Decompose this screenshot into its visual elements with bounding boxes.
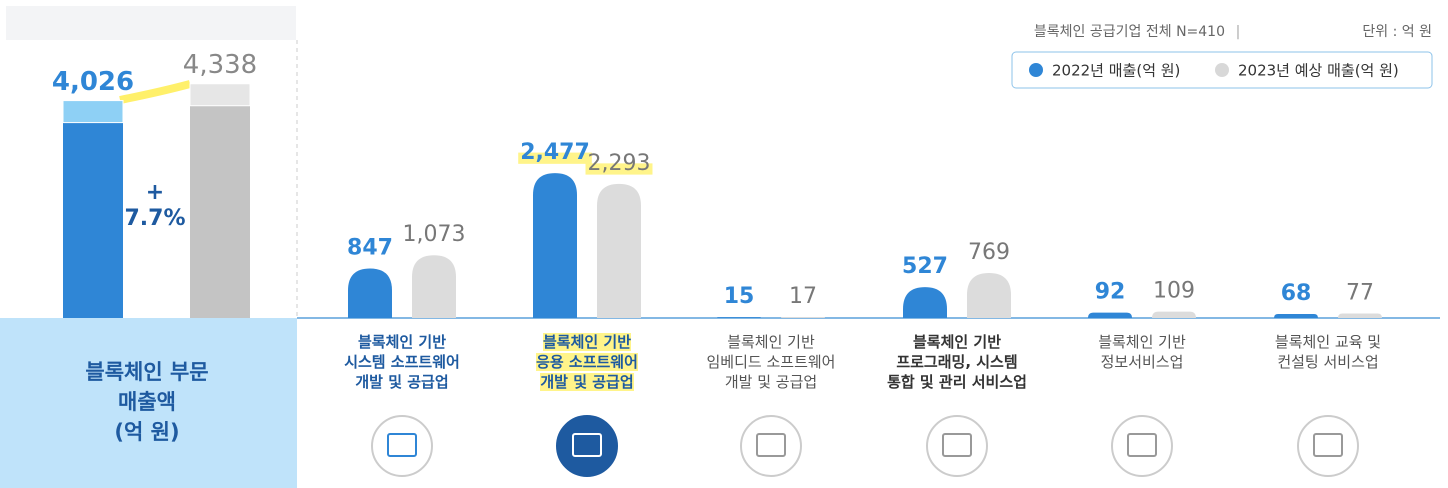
separator: | — [1236, 24, 1241, 40]
panel-top — [6, 6, 296, 40]
category-icon — [1111, 415, 1173, 477]
category-label-text: 블록체인 기반 프로그래밍, 시스템 통합 및 관리 서비스업 — [887, 333, 1027, 391]
category-label-text: 블록체인 기반 정보서비스업 — [1098, 333, 1186, 371]
category-label: 블록체인 기반 응용 소프트웨어 개발 및 공급업 — [492, 332, 682, 392]
bar — [1274, 314, 1318, 318]
legend-swatch — [1029, 63, 1043, 77]
total-label: 블록체인 부문 매출액 (억 원) — [52, 357, 242, 447]
category-icon — [1297, 415, 1359, 477]
bar — [967, 273, 1011, 318]
legend-label: 2022년 매출(억 원) — [1052, 62, 1180, 80]
category-icon-glyph — [1313, 433, 1343, 457]
category-icon-glyph — [572, 433, 602, 457]
bar — [1088, 312, 1132, 318]
highlight — [585, 163, 653, 175]
value-label: 847 — [347, 235, 393, 260]
category-icon — [740, 415, 802, 477]
category-icon — [371, 415, 433, 477]
value-label: 77 — [1346, 280, 1374, 305]
value-label: 109 — [1153, 279, 1195, 304]
growth: + 7.7% — [60, 180, 250, 232]
value-label: 2,293 — [588, 151, 651, 176]
category-icon-glyph — [942, 433, 972, 457]
category-label-text: 블록체인 교육 및 컨설팅 서비스업 — [1274, 333, 1382, 371]
category-label: 블록체인 교육 및 컨설팅 서비스업 — [1233, 332, 1423, 372]
bar — [1152, 311, 1196, 318]
value-label: 92 — [1095, 280, 1126, 305]
value-label: 68 — [1281, 281, 1312, 306]
value-label: 15 — [724, 284, 755, 309]
unit: 단위 : 억 원 — [1362, 24, 1432, 40]
bar — [412, 255, 456, 318]
category-icon — [926, 415, 988, 477]
category-label: 블록체인 기반 프로그래밍, 시스템 통합 및 관리 서비스업 — [862, 332, 1052, 392]
value-label: 527 — [902, 254, 948, 279]
total-panel — [0, 318, 297, 488]
category-icon-glyph — [756, 433, 786, 457]
bar — [63, 100, 123, 318]
legend-label: 2023년 예상 매출(억 원) — [1238, 62, 1399, 80]
bar — [190, 83, 250, 318]
value-label: 17 — [789, 284, 817, 309]
category-label-text: 블록체인 기반 응용 소프트웨어 개발 및 공급업 — [536, 333, 638, 391]
bar — [597, 183, 641, 318]
bar — [1338, 313, 1382, 318]
total-label-text: 블록체인 부문 매출액 (억 원) — [85, 360, 209, 444]
category-label-text: 블록체인 기반 임베디드 소프트웨어 개발 및 공급업 — [706, 333, 836, 391]
bar — [533, 173, 577, 318]
category-label: 블록체인 기반 시스템 소프트웨어 개발 및 공급업 — [307, 332, 497, 392]
growth-text: + 7.7% — [124, 180, 186, 231]
money-icon — [62, 100, 124, 124]
category-label: 블록체인 기반 정보서비스업 — [1047, 332, 1237, 372]
growth-arrow — [119, 80, 192, 104]
category-icon-glyph — [387, 433, 417, 457]
bar — [903, 287, 947, 318]
bar — [717, 317, 761, 318]
note: 블록체인 공급기업 전체 N=410 — [1034, 24, 1225, 40]
category-label-text: 블록체인 기반 시스템 소프트웨어 개발 및 공급업 — [344, 333, 460, 391]
bar — [781, 317, 825, 318]
value-label: 769 — [968, 240, 1010, 265]
highlight — [518, 152, 592, 164]
total-value-label: 4,026 — [52, 67, 134, 97]
total-value-label: 4,338 — [183, 50, 257, 80]
value-label: 1,073 — [403, 222, 466, 247]
legend-swatch — [1215, 63, 1229, 77]
category-icon — [556, 415, 618, 477]
money-icon — [189, 83, 251, 107]
value-label: 2,477 — [520, 140, 590, 165]
category-icon-glyph — [1127, 433, 1157, 457]
category-label: 블록체인 기반 임베디드 소프트웨어 개발 및 공급업 — [676, 332, 866, 392]
bar — [348, 268, 392, 318]
